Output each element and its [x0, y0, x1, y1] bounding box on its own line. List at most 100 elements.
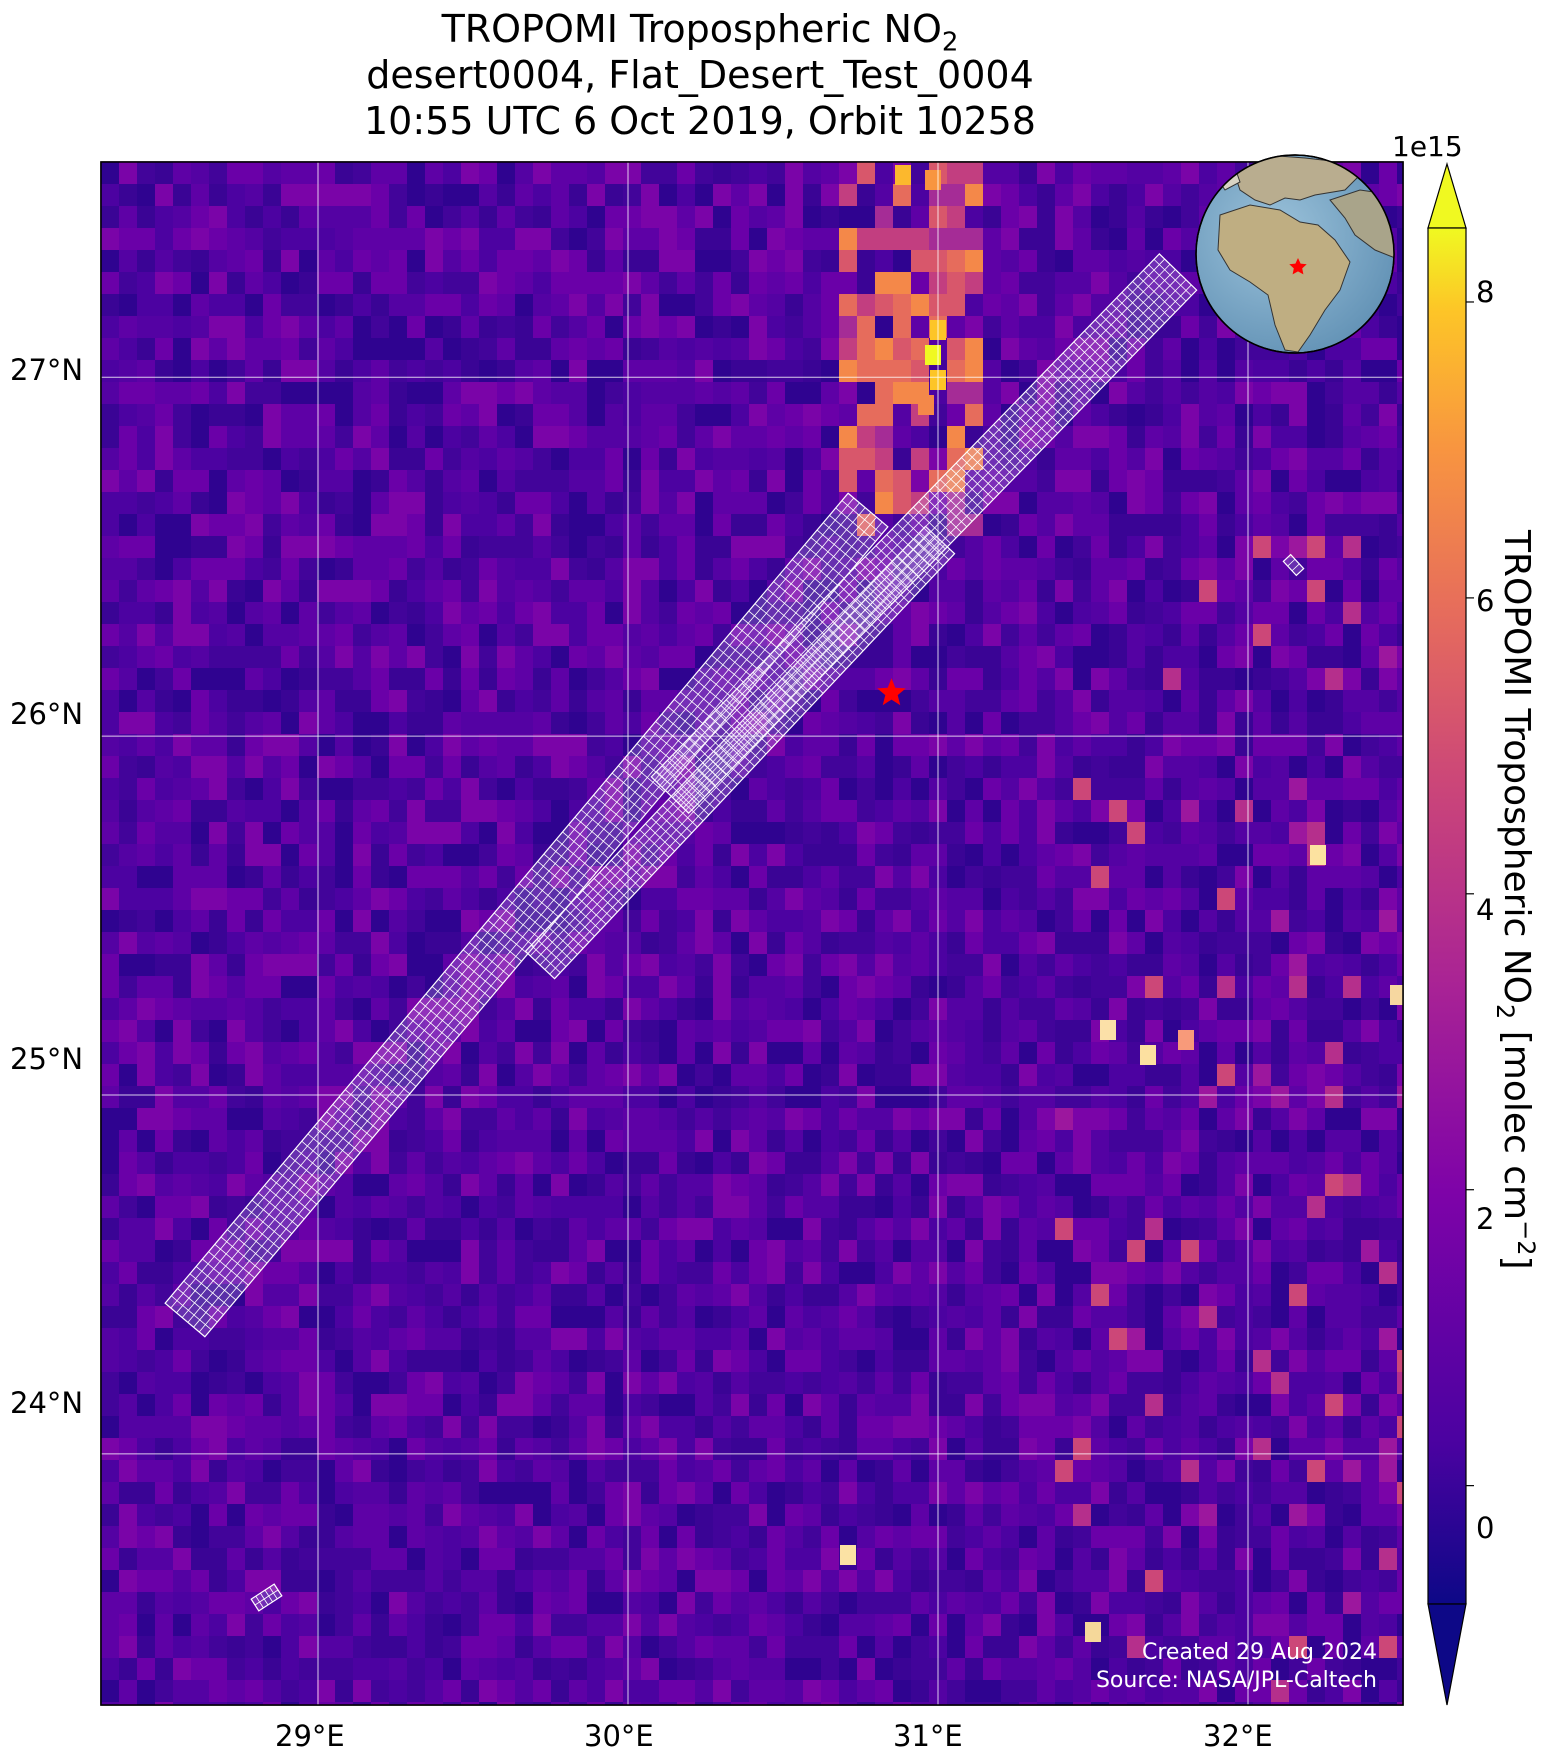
- no2-pixel: [1253, 976, 1272, 999]
- no2-pixel: [875, 1086, 894, 1109]
- no2-pixel: [227, 756, 246, 779]
- no2-pixel: [1127, 470, 1146, 493]
- no2-pixel: [659, 426, 678, 449]
- no2-pixel: [569, 228, 588, 251]
- no2-pixel: [317, 1086, 336, 1109]
- no2-pixel: [947, 250, 966, 273]
- no2-pixel: [1037, 1592, 1056, 1615]
- no2-pixel: [443, 1460, 462, 1483]
- no2-pixel: [155, 382, 174, 405]
- no2-pixel: [353, 470, 372, 493]
- no2-pixel: [749, 756, 768, 779]
- no2-pixel: [857, 1328, 876, 1351]
- no2-pixel: [1271, 1460, 1290, 1483]
- no2-pixel: [839, 360, 858, 383]
- no2-pixel: [1271, 1174, 1290, 1197]
- no2-pixel: [1037, 1394, 1056, 1417]
- no2-pixel: [1199, 558, 1218, 581]
- no2-pixel: [461, 800, 480, 823]
- no2-pixel: [137, 1108, 156, 1131]
- no2-pixel: [965, 910, 984, 933]
- no2-pixel: [587, 1504, 606, 1527]
- no2-pixel: [137, 800, 156, 823]
- no2-pixel: [875, 162, 894, 185]
- no2-pixel: [263, 316, 282, 339]
- no2-pixel: [803, 822, 822, 845]
- no2-pixel: [731, 1350, 750, 1373]
- no2-pixel: [1307, 580, 1326, 603]
- no2-pixel: [389, 756, 408, 779]
- no2-pixel: [101, 184, 120, 207]
- no2-pixel: [479, 294, 498, 317]
- no2-pixel: [965, 184, 984, 207]
- no2-pixel: [947, 800, 966, 823]
- no2-pixel: [317, 470, 336, 493]
- no2-pixel: [911, 624, 930, 647]
- no2-pixel: [1397, 1218, 1403, 1241]
- no2-pixel: [1307, 404, 1326, 427]
- no2-pixel: [191, 250, 210, 273]
- no2-pixel: [875, 712, 894, 735]
- no2-pixel: [1325, 646, 1344, 669]
- no2-pixel: [551, 1218, 570, 1241]
- no2-pixel: [839, 514, 858, 537]
- no2-pixel: [353, 1570, 372, 1593]
- no2-pixel: [353, 184, 372, 207]
- no2-pixel: [425, 1086, 444, 1109]
- no2-pixel: [533, 1328, 552, 1351]
- no2-pixel: [1253, 492, 1272, 515]
- no2-pixel: [389, 998, 408, 1021]
- no2-pixel: [1109, 404, 1128, 427]
- no2-pixel: [209, 690, 228, 713]
- no2-pixel: [1397, 316, 1403, 339]
- no2-pixel: [497, 690, 516, 713]
- no2-pixel: [245, 844, 264, 867]
- no2-pixel: [983, 1130, 1002, 1153]
- no2-pixel: [983, 778, 1002, 801]
- no2-pixel: [1001, 1196, 1020, 1219]
- no2-pixel: [101, 1570, 120, 1593]
- no2-pixel: [1361, 1042, 1380, 1065]
- no2-pixel: [1343, 1130, 1362, 1153]
- no2-pixel: [947, 602, 966, 625]
- no2-pixel: [1289, 822, 1308, 845]
- no2-pixel: [209, 558, 228, 581]
- no2-pixel: [749, 954, 768, 977]
- no2-pixel: [767, 778, 786, 801]
- no2-pixel: [479, 162, 498, 185]
- no2-pixel: [713, 954, 732, 977]
- no2-pixel: [227, 162, 246, 185]
- no2-pixel: [785, 1174, 804, 1197]
- no2-pixel: [587, 998, 606, 1021]
- no2-pixel: [443, 404, 462, 427]
- no2-pixel: [803, 888, 822, 911]
- no2-pixel: [983, 1394, 1002, 1417]
- no2-pixel: [1397, 668, 1403, 691]
- no2-pixel: [263, 1548, 282, 1571]
- no2-pixel: [605, 1416, 624, 1439]
- no2-pixel: [749, 690, 768, 713]
- no2-pixel: [623, 1482, 642, 1505]
- no2-pixel: [587, 1064, 606, 1087]
- no2-pixel: [1289, 580, 1308, 603]
- no2-pixel: [1037, 1284, 1056, 1307]
- no2-pixel: [1019, 668, 1038, 691]
- no2-pixel: [1271, 712, 1290, 735]
- no2-pixel: [353, 382, 372, 405]
- no2-pixel: [155, 1174, 174, 1197]
- no2-pixel: [1379, 1438, 1398, 1461]
- no2-pixel: [1199, 316, 1218, 339]
- no2-pixel: [1055, 1152, 1074, 1175]
- no2-pixel: [317, 1240, 336, 1263]
- no2-pixel: [497, 778, 516, 801]
- no2-pixel: [1019, 844, 1038, 867]
- no2-pixel: [1073, 624, 1092, 647]
- no2-pixel: [371, 580, 390, 603]
- no2-pixel: [857, 1526, 876, 1549]
- no2-pixel: [1289, 360, 1308, 383]
- no2-pixel: [1127, 492, 1146, 515]
- no2-pixel: [1001, 932, 1020, 955]
- no2-pixel: [1253, 1350, 1272, 1373]
- no2-pixel: [137, 426, 156, 449]
- no2-pixel: [785, 910, 804, 933]
